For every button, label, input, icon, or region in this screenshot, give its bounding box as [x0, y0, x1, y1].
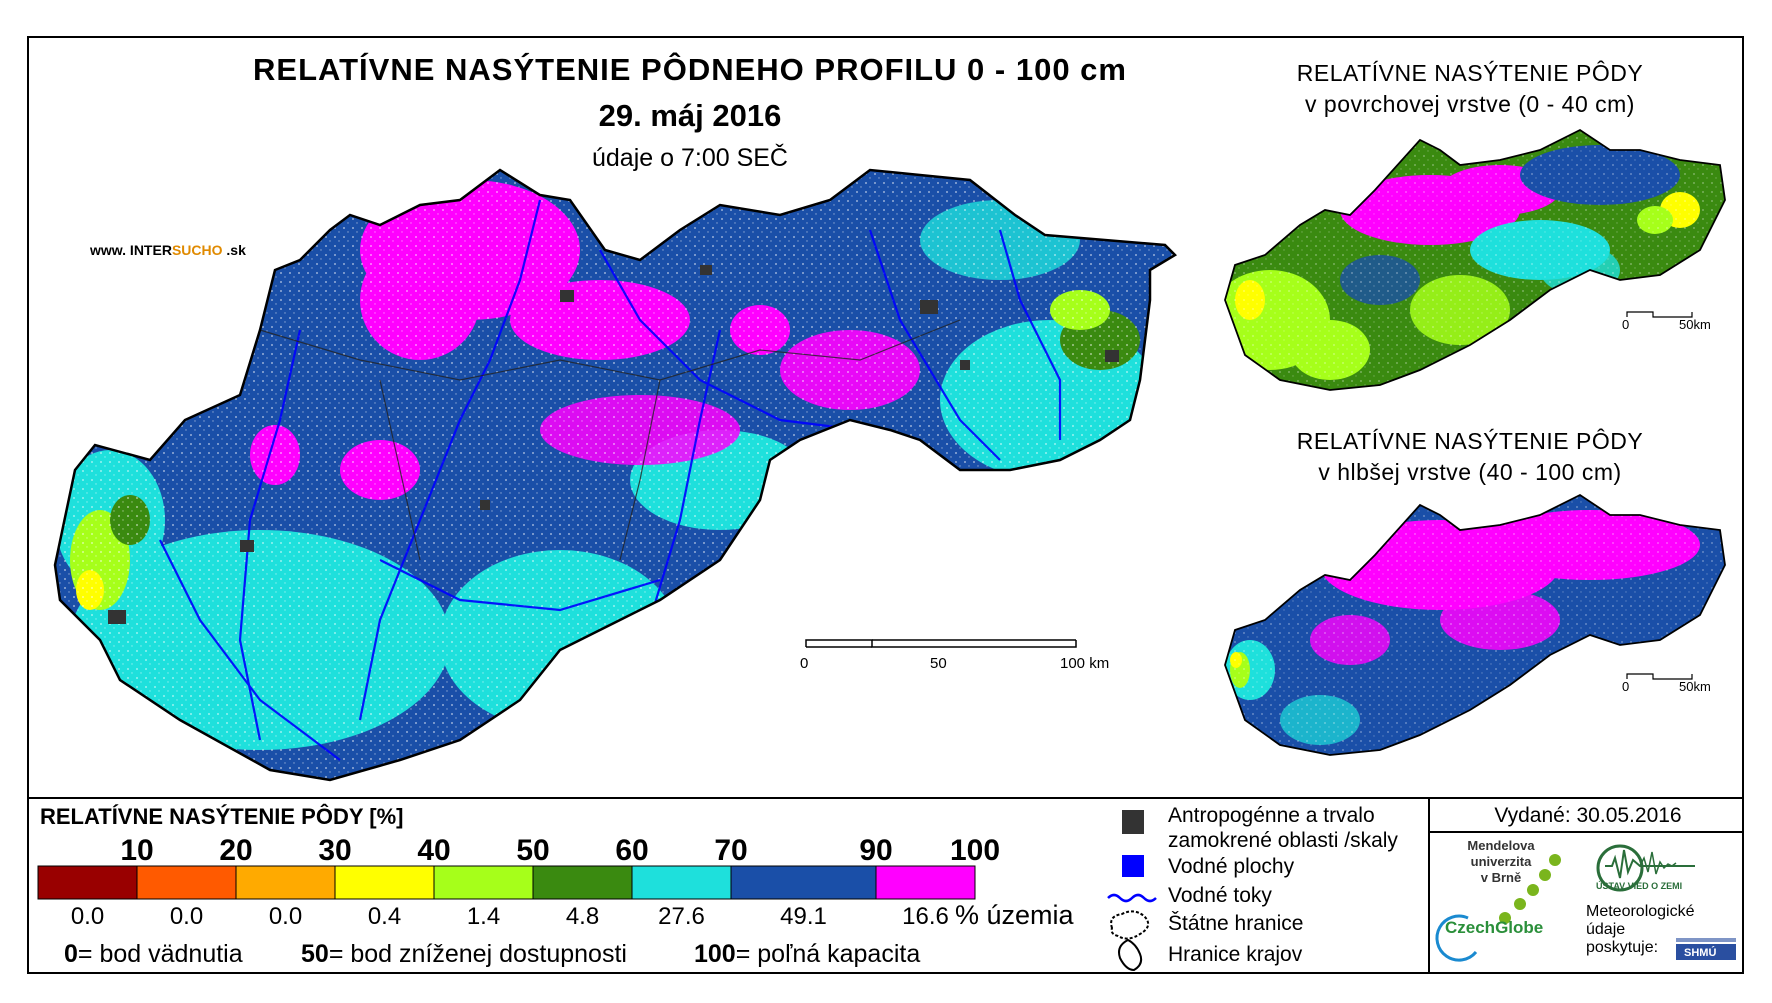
website-accent: SUCHO [171, 242, 223, 258]
main-map-title: RELATÍVNE NASÝTENIE PÔDNEHO PROFILU 0 - … [253, 52, 1127, 87]
czechglobe-text: CzechGlobe [1445, 918, 1544, 937]
met-line2: údaje [1586, 921, 1626, 938]
deep-inset-scale-bar [1626, 673, 1693, 680]
legend-color-bar [37, 865, 976, 900]
main-scale-bar [805, 639, 1077, 648]
anthropogenic-label-line1: Antropogénne a trvalo [1168, 804, 1375, 827]
anthropogenic-label: Antropogénne a trvalo zamokrené oblasti … [1168, 803, 1398, 853]
definition-reduced-availability: 50= bod zníženej dostupnosti [301, 940, 627, 969]
region-border-label: Hranice krajov [1168, 943, 1303, 966]
main-map-time: údaje o 7:00 SEČ [592, 144, 788, 172]
legend-tick-10: 10 [120, 834, 154, 867]
legend-class-1 [136, 865, 237, 900]
state-border-symbol [1110, 910, 1150, 940]
website-prefix: www. INTER [90, 242, 172, 258]
shmu-text: SHMÚ [1684, 947, 1717, 959]
legend-percentage-5: 4.8 [565, 903, 600, 930]
mendel-dots-logo [1499, 854, 1561, 924]
deep-inset-map [1224, 494, 1726, 756]
surface-inset-title: RELATÍVNE NASÝTENIE PÔDY v povrchovej vr… [1220, 58, 1720, 120]
legend-percent-suffix: % územia [955, 900, 1074, 930]
definition-wilting-point: 0= bod vädnutia [64, 940, 243, 969]
main-scale-label-100: 100 km [1060, 655, 1110, 672]
legend-tick-30: 30 [318, 834, 352, 867]
legend-percentage-1: 0.0 [169, 903, 204, 930]
shmu-logo [1676, 938, 1736, 960]
water-area-symbol [1122, 855, 1144, 877]
deep-inset-title: RELATÍVNE NASÝTENIE PÔDY v hlbšej vrstve… [1220, 426, 1720, 488]
surface-scale-label-50: 50km [1679, 317, 1711, 332]
legend-tick-20: 20 [219, 834, 253, 867]
uvz-text: ÚSTAV VIED O ZEMI [1596, 881, 1683, 891]
map-frame [27, 36, 1744, 974]
legend-class-4 [433, 865, 534, 900]
surface-inset-title-line1: RELATÍVNE NASÝTENIE PÔDY [1296, 60, 1644, 86]
water-stream-symbol [1107, 893, 1157, 903]
state-border-label: Štátne hranice [1168, 912, 1304, 935]
legend-tick-90: 90 [859, 834, 893, 867]
meteorological-data-text: Meteorologické údaje poskytuje: [1586, 903, 1695, 957]
legend-percentage-3: 0.4 [367, 903, 402, 930]
water-streams-label: Vodné toky [1168, 884, 1272, 907]
legend-percentage-0: 0.0 [70, 903, 105, 930]
legend-percentage-8: 16.6 [902, 903, 949, 930]
deep-inset-title-line1: RELATÍVNE NASÝTENIE PÔDY [1296, 428, 1644, 454]
issued-date: Vydané: 30.05.2016 [1494, 804, 1682, 827]
legend-class-3 [334, 865, 435, 900]
region-border-symbol [1118, 938, 1143, 972]
definition-value: 0 [64, 940, 78, 968]
definition-value: 50 [301, 940, 329, 968]
legend-class-6 [631, 865, 732, 900]
definition-text: = bod zníženej dostupnosti [328, 940, 627, 968]
website-link[interactable]: www. INTERSUCHO .sk [90, 242, 246, 258]
surface-scale-label-0: 0 [1622, 317, 1630, 332]
legend-percentage-4: 1.4 [466, 903, 501, 930]
definition-text: = bod vädnutia [77, 940, 243, 968]
met-line1: Meteorologické [1586, 903, 1695, 920]
met-line3: poskytuje: [1586, 939, 1659, 956]
credits-divider [1428, 797, 1430, 974]
legend-divider [27, 797, 1744, 799]
issued-divider [1428, 831, 1744, 833]
main-map-date: 29. máj 2016 [598, 98, 782, 133]
uvz-logo [1596, 844, 1695, 892]
anthropogenic-label-line2: zamokrené oblasti /skaly [1168, 829, 1398, 852]
legend-title: RELATÍVNE NASÝTENIE PÔDY [%] [40, 804, 404, 829]
main-scale-label-50: 50 [930, 655, 947, 672]
surface-inset-scale-bar [1626, 311, 1693, 318]
water-areas-label: Vodné plochy [1168, 855, 1295, 878]
legend-tick-40: 40 [417, 834, 451, 867]
deep-scale-label-0: 0 [1622, 679, 1630, 694]
main-scale-label-0: 0 [800, 655, 809, 672]
mendel-line3: v Brně [1480, 870, 1522, 885]
legend-class-0 [37, 865, 138, 900]
legend-class-8 [875, 865, 976, 900]
surface-inset-title-line2: v povrchovej vrstve (0 - 40 cm) [1305, 91, 1635, 117]
legend-percentage-2: 0.0 [268, 903, 303, 930]
legend-tick-60: 60 [615, 834, 649, 867]
mendel-line1: Mendelova [1467, 838, 1535, 853]
mendel-university-text: Mendelova univerzita v Brně [1464, 838, 1538, 886]
legend-percentage-6: 27.6 [658, 903, 705, 930]
deep-inset-title-line2: v hlbšej vrstve (40 - 100 cm) [1318, 459, 1622, 485]
main-soil-saturation-map [53, 168, 1177, 782]
definition-value: 100 [694, 940, 736, 968]
website-suffix: .sk [222, 242, 246, 258]
anthropogenic-symbol [1122, 810, 1144, 834]
deep-scale-label-50: 50km [1679, 679, 1711, 694]
czechglobe-logo [1435, 914, 1478, 962]
definition-field-capacity: 100= poľná kapacita [694, 940, 920, 969]
legend-tick-70: 70 [714, 834, 748, 867]
definition-text: = poľná kapacita [735, 940, 921, 968]
legend-class-2 [235, 865, 336, 900]
legend-class-5 [532, 865, 633, 900]
legend-percentage-7: 49.1 [780, 903, 827, 930]
legend-tick-50: 50 [516, 834, 550, 867]
legend-class-7 [730, 865, 877, 900]
surface-inset-map [1224, 129, 1726, 391]
legend-tick-100: 100 [949, 834, 1001, 867]
mendel-line2: univerzita [1470, 854, 1532, 869]
